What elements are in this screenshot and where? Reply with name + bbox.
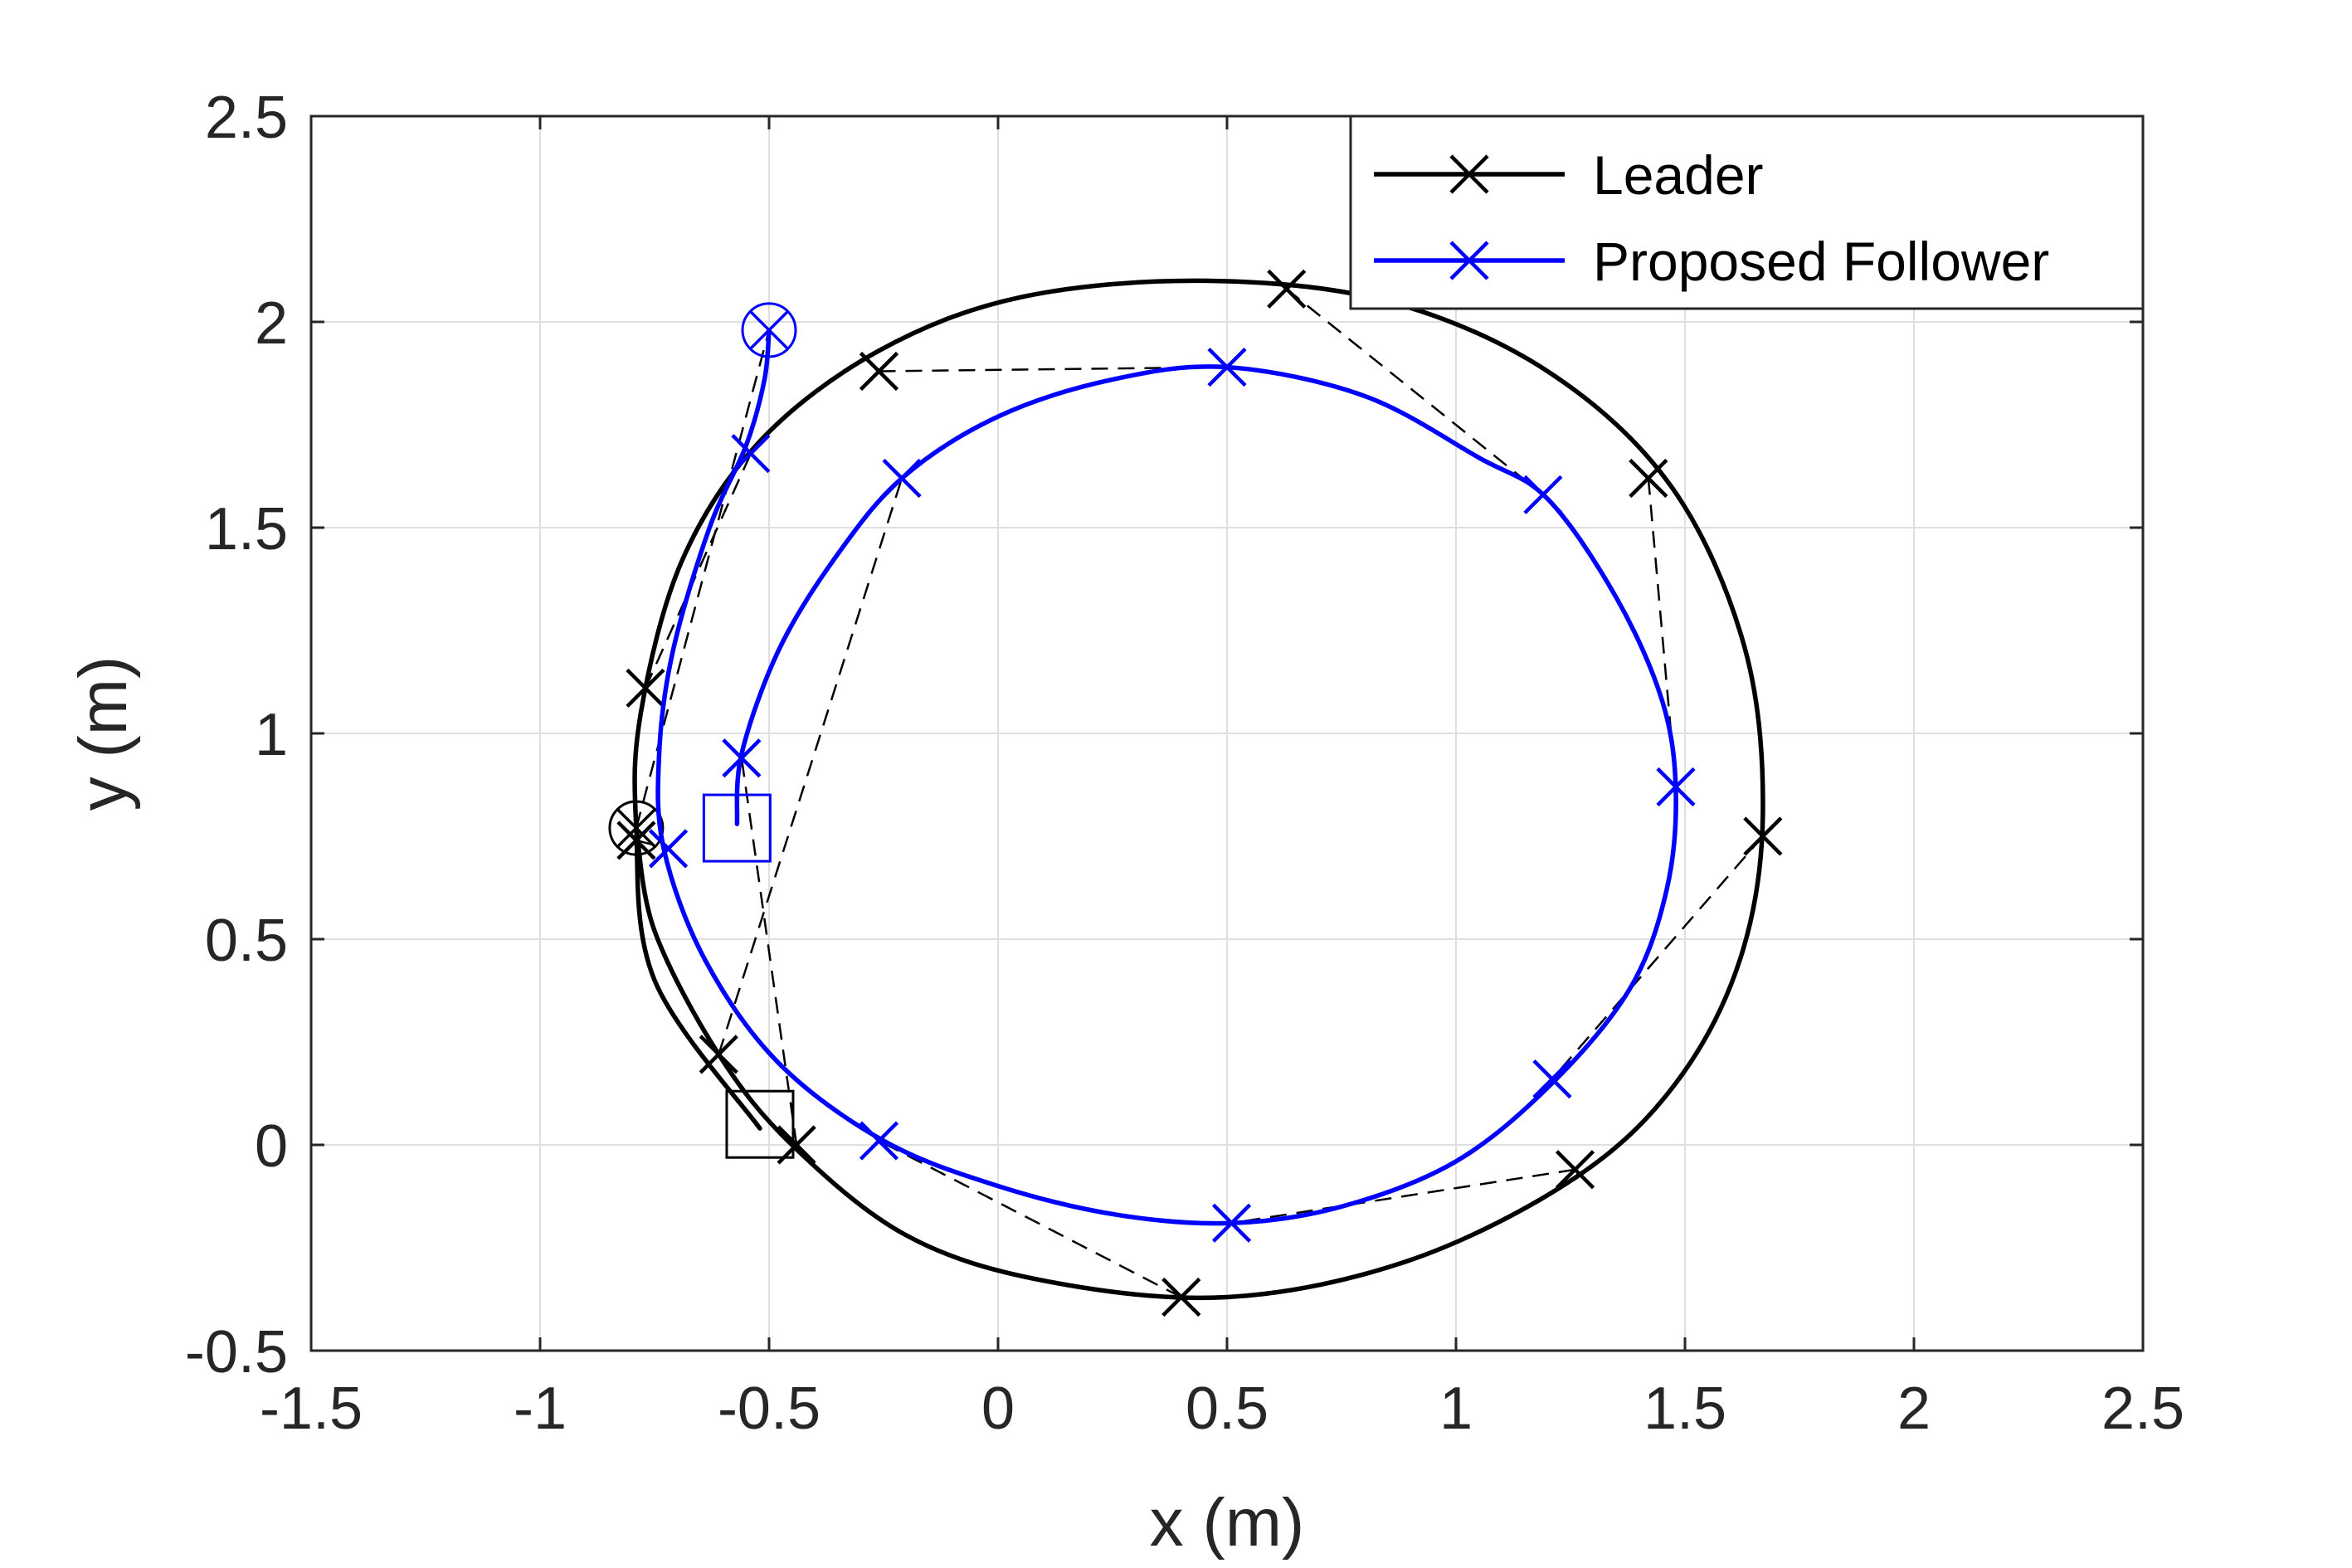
series-marker (859, 351, 899, 392)
pairing-line (718, 478, 903, 1055)
series-marker (1267, 269, 1307, 309)
pairing-line (1551, 835, 1764, 1080)
end-circle-marker (608, 800, 665, 856)
pairing-line (644, 453, 752, 689)
x-tick-label: 0.5 (1186, 1376, 1269, 1442)
start-square-marker (702, 793, 772, 863)
x-tick-label: 1.5 (1643, 1376, 1726, 1442)
axis-ticks (309, 114, 2145, 1352)
series-layer (608, 269, 1783, 1317)
y-tick-label: 0.5 (205, 908, 288, 974)
y-tick-label: 2 (255, 290, 288, 357)
series-marker (626, 668, 665, 709)
series-marker (1523, 475, 1563, 514)
x-axis-label: x (m) (1150, 1485, 1305, 1561)
series-marker (1161, 1277, 1201, 1317)
series-marker (1743, 816, 1783, 856)
x-tick-label: 1 (1439, 1376, 1473, 1442)
start-square-marker (725, 1089, 795, 1159)
legend-label: Leader (1593, 144, 1764, 206)
legend-marker (1449, 154, 1489, 194)
series-marker (1532, 1059, 1572, 1099)
series-marker (648, 829, 689, 869)
series-line (632, 278, 1765, 1301)
end-circle-marker (741, 302, 797, 358)
x-tick-label: 2 (1897, 1376, 1931, 1442)
series-follower (648, 302, 1696, 1243)
pairing-line (740, 757, 798, 1146)
pairing-line (879, 366, 1228, 373)
pairing-line (1285, 288, 1544, 496)
x-tick-label: -0.5 (718, 1376, 821, 1442)
x-tick-label: -1 (514, 1376, 567, 1442)
series-marker (1207, 347, 1247, 387)
end-cross-marker (749, 310, 789, 350)
x-tick-label: 0 (981, 1376, 1015, 1442)
series-marker (1211, 1203, 1252, 1243)
pairing-line (1231, 1168, 1575, 1225)
pairing-line (878, 1139, 1182, 1298)
y-axis-label: y (m) (66, 656, 141, 811)
legend: Leader Proposed Follower (1349, 114, 2145, 310)
y-tick-label: -0.5 (185, 1319, 288, 1385)
series-marker (1629, 458, 1668, 499)
tick-labels: -1.5 -1 -0.5 0 0.5 1 1.5 2 2.5 -0.5 0 0.5 1 1.5 2 2.5 (185, 85, 2184, 1442)
y-tick-label: 1 (255, 702, 288, 768)
series-marker (1555, 1150, 1595, 1190)
series-marker (1656, 767, 1696, 807)
x-tick-label: -1.5 (260, 1376, 363, 1442)
y-tick-label: 2.5 (205, 85, 288, 151)
legend-entry: Proposed Follower (1374, 231, 2049, 292)
series-leader (608, 269, 1783, 1317)
series-marker (722, 738, 762, 778)
y-tick-label: 0 (255, 1113, 288, 1180)
series-marker (699, 1035, 738, 1074)
end-cross-marker (616, 808, 656, 848)
series-marker (882, 458, 922, 499)
legend-entry: Leader (1374, 144, 1764, 206)
legend-label: Proposed Follower (1593, 231, 2049, 292)
y-tick-label: 1.5 (205, 496, 288, 562)
plot-area (309, 114, 2145, 1352)
legend-marker (1449, 241, 1489, 280)
x-tick-label: 2.5 (2101, 1376, 2184, 1442)
series-marker (859, 1121, 899, 1161)
series-line (655, 328, 1678, 1226)
series-marker (731, 434, 771, 474)
